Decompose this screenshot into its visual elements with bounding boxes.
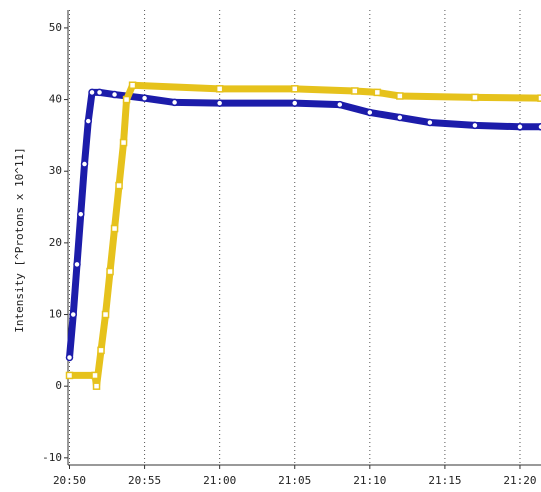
x-tick-label: 21:15 xyxy=(428,474,461,487)
y-tick-label: 40 xyxy=(49,93,62,106)
point xyxy=(215,85,224,93)
point xyxy=(471,121,479,130)
point xyxy=(119,138,128,147)
y-tick-label: 30 xyxy=(49,164,62,177)
point xyxy=(73,260,81,269)
series-line xyxy=(66,88,541,358)
y-tick-label: 10 xyxy=(49,308,62,321)
point xyxy=(110,224,119,233)
point xyxy=(106,267,114,276)
point xyxy=(77,210,85,218)
x-tick-label: 20:55 xyxy=(128,474,161,487)
point xyxy=(396,92,404,100)
point xyxy=(290,85,299,93)
point xyxy=(88,88,96,97)
point xyxy=(80,160,89,168)
point xyxy=(91,371,99,380)
x-tick-label: 21:20 xyxy=(503,474,536,487)
point xyxy=(101,310,110,319)
point xyxy=(366,108,374,117)
point xyxy=(396,113,404,122)
point xyxy=(97,346,105,355)
point xyxy=(115,181,123,190)
point xyxy=(170,98,179,107)
y-tick-label: 20 xyxy=(49,236,62,249)
point xyxy=(69,310,78,319)
point xyxy=(95,88,104,97)
point xyxy=(84,117,93,125)
point xyxy=(110,90,119,99)
point xyxy=(426,118,434,127)
point xyxy=(471,93,479,102)
point xyxy=(537,94,541,102)
point xyxy=(65,353,74,362)
point xyxy=(516,123,524,131)
point xyxy=(215,99,224,107)
y-axis-label: Intensity [^Protons x 10^11] xyxy=(13,147,26,332)
y-tick-label: 50 xyxy=(49,21,62,34)
x-tick-label: 21:05 xyxy=(278,474,311,487)
x-tick-label: 20:50 xyxy=(53,474,86,487)
point xyxy=(537,123,541,131)
y-tick-label: 0 xyxy=(55,379,62,392)
x-tick-label: 21:00 xyxy=(203,474,236,487)
series-line xyxy=(69,81,541,390)
point xyxy=(140,94,149,102)
point xyxy=(92,382,101,390)
point xyxy=(336,100,344,109)
x-tick-label: 21:10 xyxy=(353,474,386,487)
point xyxy=(351,87,359,95)
point xyxy=(65,371,74,380)
point xyxy=(373,88,382,97)
point xyxy=(122,95,131,104)
point xyxy=(128,81,137,89)
y-tick-label: -10 xyxy=(42,451,62,464)
point xyxy=(290,99,299,107)
